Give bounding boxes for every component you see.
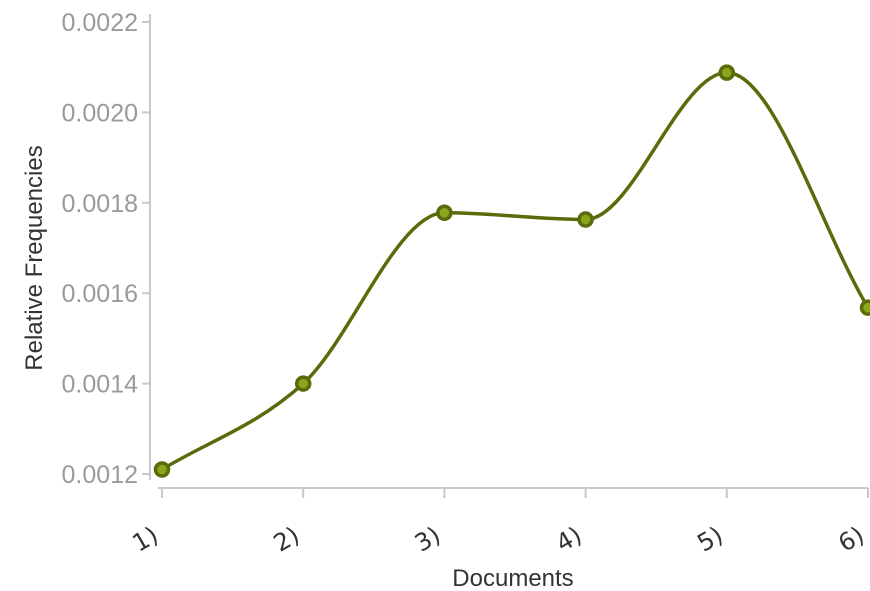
- series-layer: [153, 64, 870, 478]
- data-point[interactable]: [436, 204, 453, 221]
- x-tick-label: 4): [551, 521, 586, 558]
- x-tick-label: 5): [692, 521, 727, 558]
- y-tick-label: 0.0022: [62, 9, 138, 37]
- y-tick-label: 0.0016: [62, 280, 138, 308]
- y-tick-label: 0.0012: [62, 461, 138, 489]
- data-point[interactable]: [718, 64, 736, 81]
- data-point[interactable]: [577, 211, 594, 228]
- y-tick-label: 0.0014: [62, 371, 139, 399]
- x-axis: 1) 2) 3) 4) 5) 6): [128, 487, 869, 558]
- y-tick-label: 0.0018: [62, 190, 138, 218]
- x-tick-label: 2): [269, 521, 304, 558]
- y-axis: 0.0012 0.0014 0.0016 0.0018 0.0020 0.0022: [62, 9, 151, 489]
- x-tick-label: 6): [834, 521, 869, 558]
- data-point[interactable]: [859, 299, 870, 316]
- series-line: [160, 70, 870, 472]
- x-axis-title: Documents: [452, 565, 573, 591]
- y-tick-label: 0.0020: [62, 99, 138, 127]
- data-point[interactable]: [294, 375, 312, 392]
- x-tick-label: 3): [410, 521, 445, 558]
- data-point[interactable]: [153, 461, 171, 478]
- y-axis-title: Relative Frequencies: [21, 145, 48, 370]
- x-tick-label: 1): [128, 521, 163, 558]
